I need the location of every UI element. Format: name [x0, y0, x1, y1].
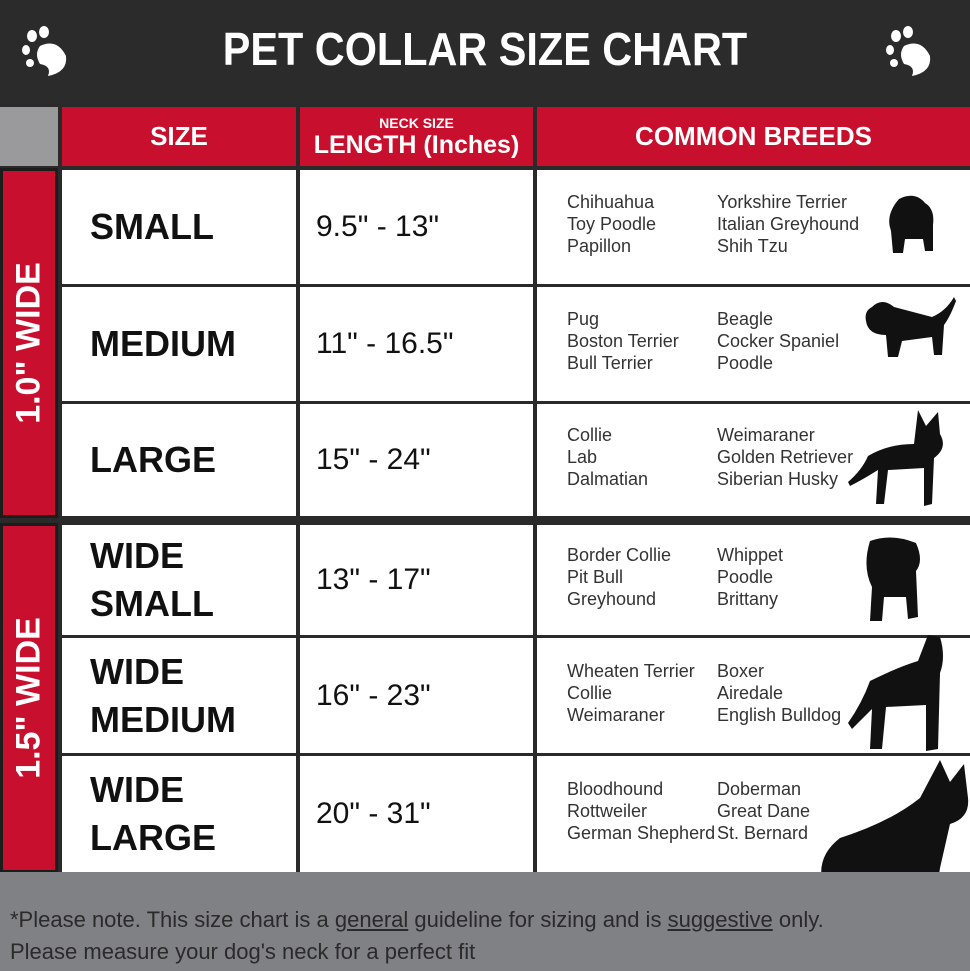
breed: Beagle	[717, 309, 774, 329]
length-cell: 9.5" - 13"	[300, 170, 533, 284]
breed: Boston Terrier	[567, 331, 679, 351]
breed: Cocker Spaniel	[717, 331, 840, 351]
breed: Great Dane	[717, 801, 811, 821]
breed: Collie	[567, 425, 613, 445]
breed: Border Collie	[567, 545, 672, 565]
breed: Bloodhound	[567, 779, 664, 799]
length-cell: 16" - 23"	[300, 638, 533, 753]
breed: Brittany	[717, 589, 779, 609]
page-title: PET COLLAR SIZE CHART	[222, 23, 748, 75]
header: PET COLLAR SIZE CHART	[0, 0, 970, 103]
size-cell: WIDE LARGE	[62, 756, 296, 872]
breed: Weimaraner	[567, 704, 665, 725]
neck-size-label: NECK SIZE	[379, 115, 454, 131]
breed: Poodle	[717, 353, 774, 373]
size-cell: MEDIUM	[62, 287, 296, 401]
breed: Poodle	[717, 567, 774, 587]
size-cell: SMALL	[62, 170, 296, 284]
header-length: NECK SIZE LENGTH (Inches)	[300, 107, 533, 166]
breed: Rottweiler	[567, 801, 648, 821]
dog-silhouette-icon	[889, 195, 934, 253]
breed: Pug	[567, 309, 600, 329]
header-size: SIZE	[62, 107, 296, 166]
corner-cell	[0, 107, 58, 166]
dog-silhouette-icon	[866, 537, 920, 621]
breed: Golden Retriever	[717, 447, 854, 467]
length-cell: 11" - 16.5"	[300, 287, 533, 401]
paw-icon	[886, 26, 931, 76]
paw-icon	[22, 26, 67, 76]
header-breeds: COMMON BREEDS	[537, 107, 970, 166]
breed: Papillon	[567, 236, 632, 256]
group-band-1-5in: 1.5" WIDE	[0, 523, 58, 873]
breed: Siberian Husky	[717, 469, 839, 489]
breed: Chihuahua	[567, 192, 655, 212]
breed: Yorkshire Terrier	[717, 192, 848, 212]
size-cell: WIDE MEDIUM	[62, 638, 296, 753]
breed: Dalmatian	[567, 469, 649, 489]
breed: Toy Poodle	[567, 214, 657, 234]
group-band-1in: 1.0" WIDE	[0, 168, 58, 518]
breed: Shih Tzu	[717, 236, 788, 256]
breed: German Shepherd	[567, 823, 716, 843]
length-cell: 20" - 31"	[300, 756, 533, 872]
dog-silhouette-icon	[865, 297, 956, 357]
breed: Doberman	[717, 779, 802, 799]
breed: Collie	[567, 682, 613, 703]
breed: Boxer	[717, 660, 765, 681]
dog-silhouette-icon	[848, 410, 943, 506]
length-label: LENGTH (Inches)	[313, 131, 520, 159]
size-cell: WIDE SMALL	[62, 525, 296, 635]
breed: Italian Greyhound	[717, 214, 860, 234]
length-cell: 13" - 17"	[300, 525, 533, 635]
breed: English Bulldog	[717, 704, 842, 725]
breed: Greyhound	[567, 589, 657, 609]
breed: Bull Terrier	[567, 353, 653, 373]
size-cell: LARGE	[62, 404, 296, 516]
breed: Whippet	[717, 545, 784, 565]
breed: St. Bernard	[717, 823, 809, 843]
length-cell: 15" - 24"	[300, 404, 533, 516]
breed: Weimaraner	[717, 425, 815, 445]
breeds-cell: Chihuahua Toy Poodle Papillon Yorkshire Ter…	[537, 170, 970, 284]
breed: Lab	[567, 447, 598, 467]
dog-silhouette-icon	[848, 635, 943, 751]
breed: Pit Bull	[567, 567, 624, 587]
breed: Airedale	[717, 682, 784, 703]
breed: Wheaten Terrier	[567, 660, 695, 681]
footer-note: *Please note. This size chart is a gener…	[0, 872, 970, 971]
